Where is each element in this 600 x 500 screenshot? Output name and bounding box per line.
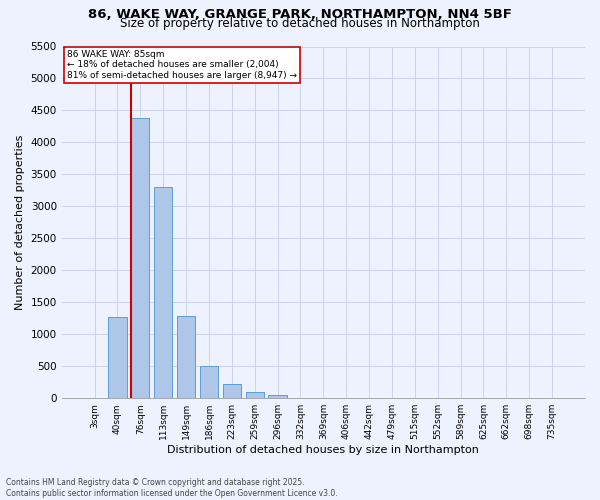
Text: 86 WAKE WAY: 85sqm
← 18% of detached houses are smaller (2,004)
81% of semi-deta: 86 WAKE WAY: 85sqm ← 18% of detached hou… [67, 50, 297, 80]
Bar [268, 394, 287, 398]
X-axis label: Distribution of detached houses by size in Northampton: Distribution of detached houses by size … [167, 445, 479, 455]
Bar [154, 187, 172, 398]
Text: 86, WAKE WAY, GRANGE PARK, NORTHAMPTON, NN4 5BF: 86, WAKE WAY, GRANGE PARK, NORTHAMPTON, … [88, 8, 512, 20]
Text: Contains HM Land Registry data © Crown copyright and database right 2025.
Contai: Contains HM Land Registry data © Crown c… [6, 478, 338, 498]
Bar [109, 317, 127, 398]
Bar [245, 392, 264, 398]
Bar [131, 118, 149, 398]
Bar [200, 366, 218, 398]
Text: Size of property relative to detached houses in Northampton: Size of property relative to detached ho… [120, 18, 480, 30]
Bar [177, 316, 195, 398]
Bar [223, 384, 241, 398]
Y-axis label: Number of detached properties: Number of detached properties [15, 134, 25, 310]
